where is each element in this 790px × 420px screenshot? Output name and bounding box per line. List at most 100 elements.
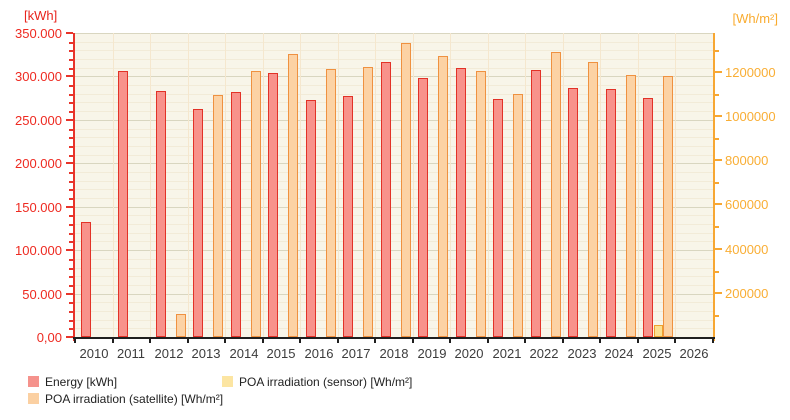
legend-chip-sensor bbox=[222, 376, 233, 387]
bar-satellite-2016[interactable] bbox=[326, 69, 336, 337]
x-axis-label-2014: 2014 bbox=[229, 346, 259, 361]
bar-energy-2010[interactable] bbox=[81, 222, 91, 337]
x-axis-tick bbox=[112, 339, 114, 343]
right-axis-tick-label: 200000 bbox=[725, 286, 769, 301]
bar-energy-2015[interactable] bbox=[268, 73, 278, 337]
gridline-v bbox=[525, 33, 526, 337]
bar-sensor-2025[interactable] bbox=[654, 325, 663, 337]
gridline-v bbox=[338, 33, 339, 337]
gridline-h-minor bbox=[75, 241, 713, 242]
legend-item-energy[interactable]: Energy [kWh] bbox=[28, 374, 118, 389]
left-axis-minor-tick bbox=[69, 172, 73, 174]
right-axis-minor-tick bbox=[715, 94, 719, 96]
right-axis-tick-label: 1000000 bbox=[725, 109, 776, 124]
bar-satellite-2019[interactable] bbox=[438, 56, 448, 337]
gridline-h-major bbox=[75, 207, 713, 208]
left-axis-minor-tick bbox=[69, 85, 73, 87]
bar-energy-2014[interactable] bbox=[231, 92, 241, 337]
gridline-v bbox=[675, 33, 676, 337]
bar-energy-2023[interactable] bbox=[568, 88, 578, 337]
x-axis-label-2026: 2026 bbox=[679, 346, 709, 361]
x-axis-label-2021: 2021 bbox=[492, 346, 522, 361]
left-axis-minor-tick bbox=[69, 198, 73, 200]
right-axis-tick bbox=[715, 159, 722, 161]
bar-energy-2018[interactable] bbox=[381, 62, 391, 337]
gridline-h-minor bbox=[75, 320, 713, 321]
left-axis-tick-label: 50.000 bbox=[22, 287, 62, 302]
left-axis-tick-label: 150.000 bbox=[15, 200, 62, 215]
bar-energy-2024[interactable] bbox=[606, 89, 616, 337]
x-axis-tick bbox=[562, 339, 564, 343]
bar-energy-2011[interactable] bbox=[118, 71, 128, 337]
gridline-h-major bbox=[75, 33, 713, 34]
right-axis-tick bbox=[715, 248, 722, 250]
right-axis-tick bbox=[715, 203, 722, 205]
x-axis-label-2016: 2016 bbox=[304, 346, 334, 361]
left-axis-minor-tick bbox=[69, 59, 73, 61]
gridline-h-major bbox=[75, 294, 713, 295]
gridline-h-minor bbox=[75, 42, 713, 43]
legend-label-energy: Energy [kWh] bbox=[45, 374, 118, 389]
left-axis-tick-label: 250.000 bbox=[15, 113, 62, 128]
bar-satellite-2018[interactable] bbox=[401, 43, 411, 337]
bar-energy-2021[interactable] bbox=[493, 99, 503, 337]
bar-satellite-2021[interactable] bbox=[513, 94, 523, 337]
gridline-h-minor bbox=[75, 276, 713, 277]
gridline-h-minor bbox=[75, 59, 713, 60]
x-axis-label-2025: 2025 bbox=[642, 346, 672, 361]
bar-energy-2025[interactable] bbox=[643, 98, 653, 337]
right-axis-tick bbox=[715, 292, 722, 294]
bar-satellite-2025[interactable] bbox=[663, 76, 673, 337]
right-axis-minor-tick bbox=[715, 138, 719, 140]
x-axis-label-2023: 2023 bbox=[567, 346, 597, 361]
bar-satellite-2017[interactable] bbox=[363, 67, 373, 337]
left-axis-tick-label: 200.000 bbox=[15, 156, 62, 171]
bar-satellite-2024[interactable] bbox=[626, 75, 636, 337]
gridline-h-minor bbox=[75, 94, 713, 95]
bar-satellite-2013[interactable] bbox=[213, 95, 223, 337]
left-axis-minor-tick bbox=[69, 42, 73, 44]
bar-energy-2022[interactable] bbox=[531, 70, 541, 337]
gridline-v bbox=[413, 33, 414, 337]
bar-energy-2019[interactable] bbox=[418, 78, 428, 337]
right-axis-line bbox=[713, 33, 715, 341]
gridline-v bbox=[188, 33, 189, 337]
bar-satellite-2015[interactable] bbox=[288, 54, 298, 337]
gridline-h-minor bbox=[75, 129, 713, 130]
bar-satellite-2020[interactable] bbox=[476, 71, 486, 337]
left-axis-minor-tick bbox=[69, 215, 73, 217]
bar-energy-2013[interactable] bbox=[193, 109, 203, 337]
x-axis-label-2017: 2017 bbox=[341, 346, 371, 361]
legend-item-sensor[interactable]: POA irradiation (sensor) [Wh/m²] bbox=[222, 375, 412, 389]
gridline-h-minor bbox=[75, 102, 713, 103]
gridline-h-minor bbox=[75, 311, 713, 312]
gridline-h-minor bbox=[75, 189, 713, 190]
x-axis-tick bbox=[487, 339, 489, 343]
bar-energy-2020[interactable] bbox=[456, 68, 466, 337]
legend-chip-energy bbox=[28, 376, 39, 387]
bar-satellite-2022[interactable] bbox=[551, 52, 561, 337]
left-axis-minor-tick bbox=[69, 311, 73, 313]
right-axis-minor-tick bbox=[715, 182, 719, 184]
x-axis-label-2022: 2022 bbox=[529, 346, 559, 361]
left-axis-tick-label: 0,00 bbox=[36, 330, 62, 345]
left-axis-tick-label: 100.000 bbox=[15, 243, 62, 258]
bar-energy-2016[interactable] bbox=[306, 100, 316, 337]
gridline-h-minor bbox=[75, 50, 713, 51]
bar-energy-2017[interactable] bbox=[343, 96, 353, 337]
left-axis-minor-tick bbox=[69, 129, 73, 131]
left-axis-minor-tick bbox=[69, 328, 73, 330]
left-axis-tick bbox=[66, 293, 73, 295]
bar-satellite-2012[interactable] bbox=[176, 314, 186, 337]
left-axis-minor-tick bbox=[69, 146, 73, 148]
left-axis-minor-tick bbox=[69, 320, 73, 322]
legend-item-satellite[interactable]: POA irradiation (satellite) [Wh/m²] bbox=[28, 392, 223, 406]
bar-satellite-2014[interactable] bbox=[251, 71, 261, 337]
gridline-v bbox=[600, 33, 601, 337]
bar-satellite-2023[interactable] bbox=[588, 62, 598, 337]
left-axis-tick-label: 300.000 bbox=[15, 69, 62, 84]
left-axis-minor-tick bbox=[69, 241, 73, 243]
gridline-h-minor bbox=[75, 172, 713, 173]
bar-energy-2012[interactable] bbox=[156, 91, 166, 337]
gridline-v bbox=[300, 33, 301, 337]
